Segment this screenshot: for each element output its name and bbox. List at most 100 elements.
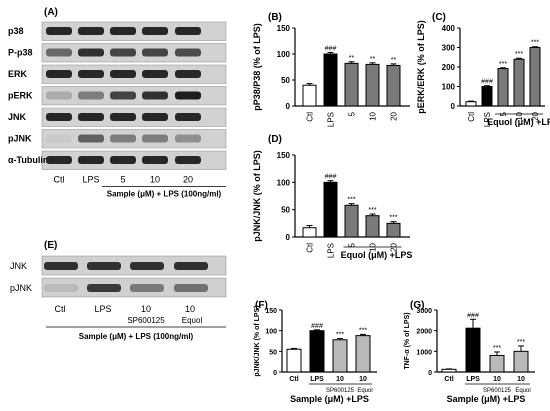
blot-band: [46, 70, 72, 78]
blot-lane-label: 20: [183, 175, 193, 185]
blot-band: [175, 48, 201, 57]
x-tick-label: Ctl: [444, 376, 453, 383]
blot-lane-label: Ctl: [54, 175, 65, 185]
blot-band: [46, 48, 72, 57]
x-tick-label: LPS: [310, 376, 324, 383]
y-tick-label: 0: [286, 102, 291, 111]
blot-band: [78, 27, 104, 35]
x-tick-label: 10: [336, 376, 344, 383]
blot-lane-label: 10: [141, 304, 151, 314]
blot-band: [110, 134, 136, 143]
group-label: Equol: [357, 388, 372, 394]
group-label: SP600125: [483, 388, 512, 394]
bar: [497, 68, 509, 107]
panel-label-b: (B): [268, 12, 282, 23]
y-tick-label: 0: [286, 233, 291, 242]
panel-label-d: (D): [268, 134, 282, 145]
x-tick-label: 10: [517, 376, 525, 383]
x-axis-label: Sample (μM) +LPS: [290, 394, 369, 404]
blot-panel-e: (E) JNK pJNK Ctl LPS 10 10 SP600125 Equol Sample …: [10, 240, 227, 341]
blot-band: [175, 156, 201, 164]
blot-lane-label: 10: [150, 175, 160, 185]
significance-label: **: [370, 56, 376, 63]
blot-band: [130, 262, 164, 270]
y-tick-label: 50: [269, 349, 277, 356]
blot-band: [87, 262, 121, 270]
x-tick-label: 5: [348, 111, 357, 116]
bar: [465, 327, 481, 373]
bar: [465, 101, 477, 107]
blot-band: [142, 91, 168, 100]
significance-label: ###: [481, 79, 493, 86]
y-tick-label: 100: [277, 178, 291, 187]
bar: [365, 63, 380, 107]
x-tick-label: LPS: [466, 376, 480, 383]
y-tick-label: 50: [281, 76, 290, 85]
blot-row-label: JNK: [8, 112, 27, 122]
chart-C: (C) 0 100 200 300 400 pERK/ERK (% of LPS) Ctl ##…: [416, 12, 550, 127]
blot-band: [46, 134, 72, 143]
bar: [323, 53, 338, 107]
x-axis-label: Equol (μM) +LPS: [487, 117, 550, 127]
panel-label-c: (C): [432, 12, 446, 23]
significance-label: ###: [467, 312, 479, 319]
significance-label: ***: [493, 345, 501, 352]
y-tick-label: 300: [442, 44, 456, 53]
bar: [441, 368, 457, 373]
blot-panel-a: (A) p38 P-p38 ERK pERK JNK pJNK α-Tubulin Ctl LPS…: [8, 7, 227, 199]
blot-row-label: p38: [8, 26, 24, 36]
blot-band: [175, 27, 201, 35]
x-tick-label: Ctl: [289, 376, 298, 383]
blot-band: [142, 156, 168, 164]
blot-band: [46, 113, 72, 121]
chart-B: (B) 0 50 100 150 pP38/P38 (% of LPS) Ctl ### LPS…: [252, 12, 410, 127]
x-tick-label: LPS: [327, 112, 336, 127]
bar: [386, 64, 401, 107]
y-tick-label: 100: [265, 329, 277, 336]
significance-label: ***: [389, 215, 397, 222]
significance-label: **: [391, 57, 397, 64]
significance-label: ***: [368, 207, 376, 214]
bar: [355, 335, 371, 373]
blot-band: [46, 91, 72, 100]
bar: [302, 227, 317, 238]
blot-band: [175, 113, 201, 121]
blot-band: [142, 27, 168, 35]
significance-label: ###: [325, 45, 337, 52]
x-tick-label: 20: [531, 111, 540, 120]
chart-D: (D) 0 50 100 150 pJNK/JNK (% of LPS) Ctl ### LPS…: [252, 134, 412, 260]
blot-lane-label: 10: [185, 304, 195, 314]
y-tick-label: 150: [265, 308, 277, 315]
bar: [386, 222, 401, 238]
blot-band: [110, 27, 136, 35]
y-tick-label: 2000: [416, 329, 432, 336]
bar: [302, 84, 317, 107]
bar: [332, 339, 348, 373]
x-tick-label: 10: [493, 376, 501, 383]
bar: [489, 354, 505, 373]
blot-band: [142, 113, 168, 121]
y-tick-label: 50: [281, 206, 290, 215]
blot-band: [110, 156, 136, 164]
significance-label: ***: [517, 339, 525, 346]
blot-band: [44, 284, 78, 292]
y-tick-label: 150: [277, 151, 291, 160]
blot-band: [44, 262, 78, 270]
x-tick-label: 10: [369, 111, 378, 120]
blot-band: [175, 91, 201, 100]
blot-lane-label: 5: [120, 175, 125, 185]
blot-band: [46, 156, 72, 164]
chart-F: (F) 0 50 100 150 pJNK/JNK (% of LPS) Ctl ### LPS…: [254, 300, 377, 404]
significance-label: ***: [336, 332, 344, 339]
y-axis-label: pP38/P38 (% of LPS): [252, 23, 262, 111]
blot-band: [142, 134, 168, 143]
bar: [323, 181, 338, 238]
blot-band: [130, 284, 164, 292]
blot-lane-label: Ctl: [55, 304, 66, 314]
y-axis-label: pJNK/JNK (% of LPS): [252, 150, 262, 242]
group-label: SP600125: [326, 388, 355, 394]
x-tick-label: 20: [390, 111, 399, 120]
panel-label-g: (G): [410, 300, 424, 311]
x-tick-label: LPS: [483, 112, 492, 127]
blot-band: [78, 113, 104, 121]
